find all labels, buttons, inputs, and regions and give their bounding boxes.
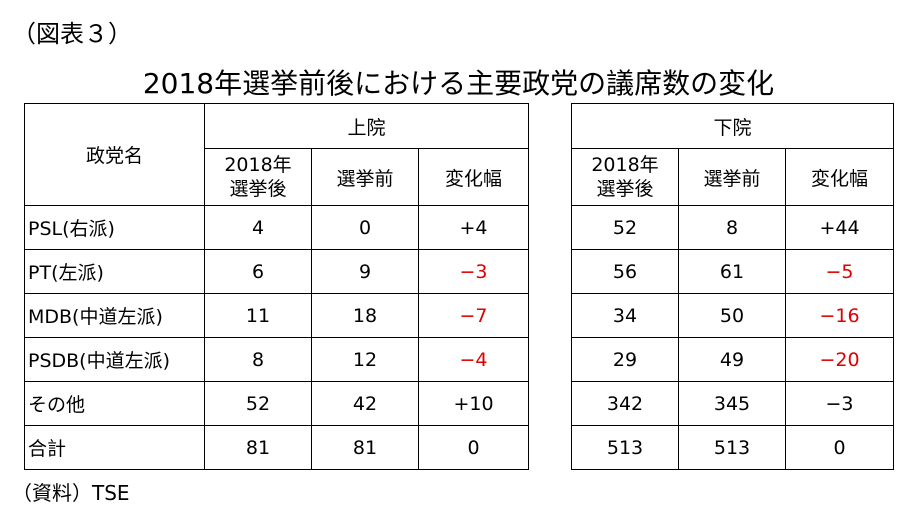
- upper-house-table: 政党名 上院 2018年 選挙後 選挙前 変化幅 PSL(右派) 4 0 +4 PT(左…: [24, 103, 529, 470]
- lower-after-value: 513: [571, 425, 679, 470]
- upper-before-value: 0: [311, 205, 419, 250]
- lower-after-value: 29: [571, 337, 679, 382]
- upper-change-value: −3: [418, 249, 529, 294]
- lower-change-value: 0: [785, 425, 894, 470]
- figure-label: （図表３）: [12, 20, 132, 48]
- upper-after-value: 4: [204, 205, 312, 250]
- lower-before-value: 8: [678, 205, 786, 250]
- party-name: PSDB(中道左派): [24, 337, 205, 382]
- upper-change-value: 0: [418, 425, 529, 470]
- lower-change-value: −3: [785, 381, 894, 426]
- upper-before-value: 81: [311, 425, 419, 470]
- upper-col-change: 変化幅: [418, 148, 529, 206]
- table-row: 34 50 −16: [571, 293, 894, 338]
- upper-change-value: +10: [418, 381, 529, 426]
- lower-before-value: 61: [678, 249, 786, 294]
- upper-before-value: 9: [311, 249, 419, 294]
- lower-after-value: 34: [571, 293, 679, 338]
- party-name: MDB(中道左派): [24, 293, 205, 338]
- table-row: 合計 81 81 0: [24, 425, 529, 470]
- upper-after-value: 11: [204, 293, 312, 338]
- lower-change-value: +44: [785, 205, 894, 250]
- party-name: PSL(右派): [24, 205, 205, 250]
- upper-col-before: 選挙前: [311, 148, 419, 206]
- table-row: 52 8 +44: [571, 205, 894, 250]
- party-header: 政党名: [24, 103, 205, 206]
- lower-col-after: 2018年 選挙後: [571, 148, 679, 206]
- table-row: MDB(中道左派) 11 18 −7: [24, 293, 529, 338]
- lower-col-before: 選挙前: [678, 148, 786, 206]
- lower-before-value: 345: [678, 381, 786, 426]
- upper-after-value: 8: [204, 337, 312, 382]
- lower-col-change: 変化幅: [785, 148, 894, 206]
- lower-before-value: 49: [678, 337, 786, 382]
- lower-house-table: 下院 2018年 選挙後 選挙前 変化幅 52 8 +44 56 61 −5 34 50 −16…: [571, 103, 894, 470]
- table-row: 513 513 0: [571, 425, 894, 470]
- upper-after-value: 81: [204, 425, 312, 470]
- table-row: 342 345 −3: [571, 381, 894, 426]
- source-note: （資料）TSE: [12, 481, 130, 505]
- party-name: PT(左派): [24, 249, 205, 294]
- table-row: 56 61 −5: [571, 249, 894, 294]
- table-row: その他 52 42 +10: [24, 381, 529, 426]
- lower-before-value: 50: [678, 293, 786, 338]
- upper-col-after: 2018年 選挙後: [204, 148, 312, 206]
- lower-after-value: 342: [571, 381, 679, 426]
- lower-house-header: 下院: [571, 103, 894, 149]
- party-name: その他: [24, 381, 205, 426]
- upper-change-value: −4: [418, 337, 529, 382]
- lower-change-value: −20: [785, 337, 894, 382]
- upper-before-value: 18: [311, 293, 419, 338]
- lower-after-value: 52: [571, 205, 679, 250]
- upper-house-header: 上院: [204, 103, 529, 149]
- table-row: PSDB(中道左派) 8 12 −4: [24, 337, 529, 382]
- upper-before-value: 12: [311, 337, 419, 382]
- chart-title: 2018年選挙前後における主要政党の議席数の変化: [142, 67, 775, 100]
- lower-change-value: −5: [785, 249, 894, 294]
- lower-before-value: 513: [678, 425, 786, 470]
- lower-change-value: −16: [785, 293, 894, 338]
- upper-before-value: 42: [311, 381, 419, 426]
- upper-change-value: −7: [418, 293, 529, 338]
- upper-change-value: +4: [418, 205, 529, 250]
- table-row: PSL(右派) 4 0 +4: [24, 205, 529, 250]
- party-name: 合計: [24, 425, 205, 470]
- upper-after-value: 52: [204, 381, 312, 426]
- table-row: 29 49 −20: [571, 337, 894, 382]
- table-row: PT(左派) 6 9 −3: [24, 249, 529, 294]
- upper-after-value: 6: [204, 249, 312, 294]
- lower-after-value: 56: [571, 249, 679, 294]
